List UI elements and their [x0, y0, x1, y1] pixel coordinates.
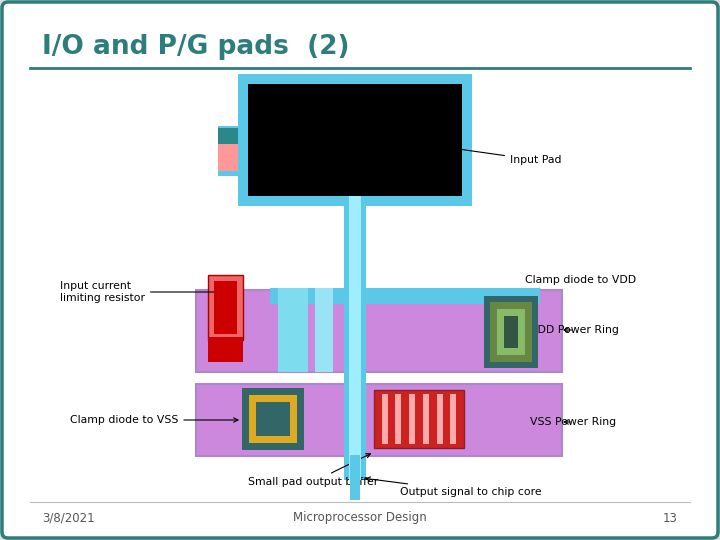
Text: Clamp diode to VSS: Clamp diode to VSS [70, 415, 238, 425]
Text: VSS Power Ring: VSS Power Ring [530, 417, 616, 427]
Bar [395, 394, 402, 444]
Bar [248, 84, 462, 196]
Bar [490, 302, 532, 362]
Bar [196, 384, 562, 456]
Text: Microprocessor Design: Microprocessor Design [293, 511, 427, 524]
Bar [374, 390, 464, 448]
Bar [196, 290, 562, 372]
Text: Small pad output buffer: Small pad output buffer [248, 454, 378, 487]
Bar [497, 309, 525, 355]
Text: 13: 13 [663, 511, 678, 524]
Bar [409, 394, 415, 444]
Bar [436, 394, 443, 444]
Bar [256, 402, 290, 436]
Bar [484, 296, 538, 368]
Text: Clamp diode to VDD: Clamp diode to VDD [516, 275, 636, 294]
Bar [270, 288, 540, 304]
Bar [238, 74, 472, 206]
Bar [218, 126, 238, 176]
Bar [218, 128, 238, 146]
Bar [218, 144, 238, 171]
Bar [382, 394, 387, 444]
Bar [504, 316, 518, 348]
Bar [423, 394, 429, 444]
Bar [344, 196, 366, 480]
Text: Input Pad: Input Pad [434, 144, 562, 165]
Text: Output signal to chip core: Output signal to chip core [366, 477, 541, 497]
Text: VDD Power Ring: VDD Power Ring [530, 325, 619, 335]
Text: I/O and P/G pads  (2): I/O and P/G pads (2) [42, 34, 349, 60]
Bar [208, 337, 243, 362]
Bar [349, 196, 361, 480]
Bar [249, 395, 297, 443]
Bar [208, 275, 243, 340]
Text: 3/8/2021: 3/8/2021 [42, 511, 94, 524]
Bar [214, 281, 237, 334]
Bar [450, 394, 456, 444]
Bar [350, 455, 360, 500]
Bar [315, 288, 333, 372]
Bar [278, 288, 308, 372]
Bar [242, 388, 304, 450]
Text: Input current
limiting resistor: Input current limiting resistor [60, 281, 224, 303]
